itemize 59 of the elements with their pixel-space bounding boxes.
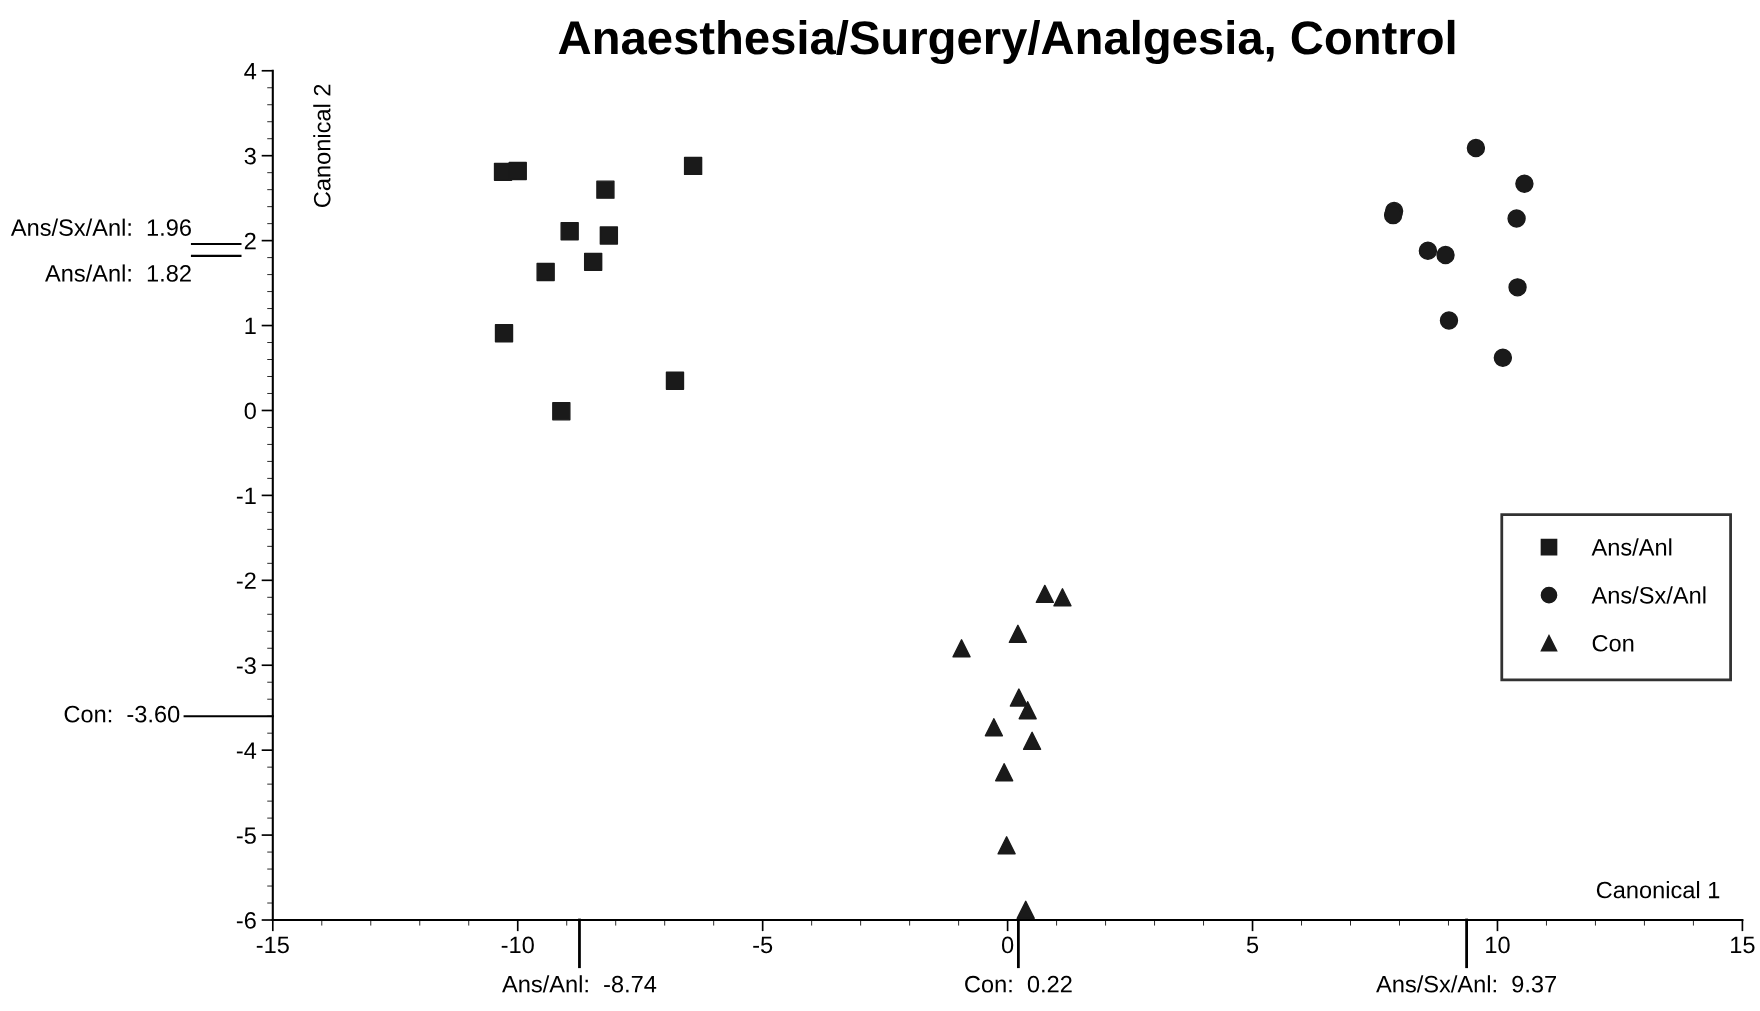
point <box>1493 348 1513 368</box>
x-tick-label: -10 <box>501 936 534 954</box>
y-tick-label: 1 <box>245 317 256 335</box>
point <box>1436 245 1455 265</box>
point <box>1439 311 1459 330</box>
point <box>665 371 685 390</box>
point <box>994 763 1014 782</box>
point <box>1008 624 1028 644</box>
legend-label: Ans/Anl <box>1591 538 1672 556</box>
y-tick-label: -3 <box>236 657 256 675</box>
legend-label: Ans/Sx/Anl <box>1591 586 1706 604</box>
point <box>1507 209 1526 228</box>
point <box>1508 278 1527 297</box>
point <box>508 161 527 181</box>
x-tick-label: 0 <box>1001 936 1014 954</box>
y-tick-label: 3 <box>244 147 256 165</box>
x-tick-label: -15 <box>256 936 289 954</box>
point <box>1035 584 1055 604</box>
point <box>997 836 1016 855</box>
y-tick-label: -6 <box>236 912 256 929</box>
ref-line-label: Ans/Sx/Anl: 9.37 <box>1376 975 1556 993</box>
point <box>1466 138 1486 158</box>
point <box>1022 731 1042 751</box>
point <box>599 226 619 245</box>
point <box>583 252 603 272</box>
point <box>984 718 1004 737</box>
y-tick-label: 0 <box>244 402 256 420</box>
ref-line-label: Con: 0.22 <box>965 975 1072 993</box>
x-tick-label: 5 <box>1246 936 1259 954</box>
y-tick-label: -4 <box>236 742 257 759</box>
ref-line-label: Con: -3.60 <box>64 705 180 723</box>
point <box>683 156 703 176</box>
point <box>1009 688 1029 707</box>
point <box>536 262 555 282</box>
point <box>1418 241 1438 261</box>
y-tick-label: -5 <box>236 827 256 844</box>
point <box>596 180 615 199</box>
point <box>494 323 514 343</box>
y-tick-label: -2 <box>236 572 256 589</box>
y-tick-label: -1 <box>236 487 256 504</box>
ref-line-label: Ans/Anl: 1.82 <box>45 264 191 282</box>
y-axis-title: Canonical 2 <box>313 84 331 207</box>
x-tick-label: -5 <box>753 936 773 954</box>
y-tick-label: 4 <box>244 63 257 80</box>
legend-label: Con <box>1592 634 1634 652</box>
chart-title: Anaesthesia/Surgery/Analgesia, Control <box>558 19 1455 65</box>
point <box>560 222 579 241</box>
point <box>1515 174 1534 193</box>
point <box>552 402 571 421</box>
point <box>952 639 971 658</box>
x-axis-title: Canonical 1 <box>1596 881 1720 899</box>
x-tick-label: 15 <box>1731 936 1755 954</box>
y-tick-label: 2 <box>244 232 256 250</box>
point <box>1016 900 1035 920</box>
point <box>1018 701 1037 720</box>
ref-line-label: Ans/Sx/Anl: 1.96 <box>10 218 191 236</box>
x-tick-label: 10 <box>1486 936 1510 954</box>
ref-line-label: Ans/Anl: -8.74 <box>502 975 657 993</box>
point <box>1053 588 1072 607</box>
